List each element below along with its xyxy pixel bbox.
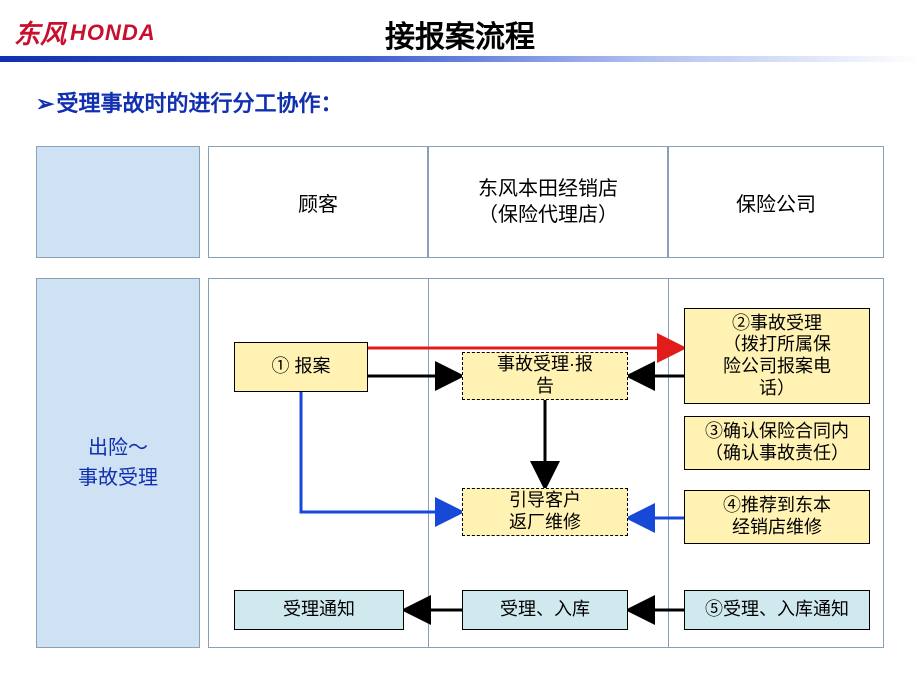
header-insurance-label: 保险公司 <box>736 188 816 217</box>
node-label: 事故受理·报 告 <box>497 354 593 397</box>
header-cell-dealer: 东风本田经销店 （保险代理店） <box>428 146 668 258</box>
node-label: 引导客户 返厂维修 <box>509 490 581 533</box>
node-label: ① 报案 <box>271 356 330 378</box>
section-heading: ➢受理事故时的进行分工协作： <box>36 86 342 118</box>
header-cell-customer: 顾客 <box>208 146 428 258</box>
flow-node-intake-notice: ⑤受理、入库通知 <box>684 590 870 630</box>
header-cell-insurance: 保险公司 <box>668 146 884 258</box>
chevron-right-icon: ➢ <box>36 91 54 116</box>
node-label: 受理、入库 <box>500 599 590 621</box>
flow-node-accept-report: 事故受理·报 告 <box>462 352 628 400</box>
flow-node-accept-notice: 受理通知 <box>234 590 404 630</box>
flow-node-recommend-dealer: ④推荐到东本 经销店维修 <box>684 490 870 544</box>
node-label: ③确认保险合同内 （确认事故责任） <box>705 421 849 464</box>
page-title: 接报案流程 <box>0 12 920 56</box>
flow-node-accept-intake: 受理、入库 <box>462 590 628 630</box>
header-customer-label: 顾客 <box>298 188 338 217</box>
header-cell-phase-blank <box>36 146 200 258</box>
flow-node-confirm-contract: ③确认保险合同内 （确认事故责任） <box>684 416 870 470</box>
phase-label: 出险～ 事故受理 <box>78 433 158 493</box>
flow-node-report: ① 报案 <box>234 342 368 392</box>
flow-node-guide-repair: 引导客户 返厂维修 <box>462 488 628 536</box>
node-label: ⑤受理、入库通知 <box>705 599 849 621</box>
flow-node-accept-accident: ②事故受理 （拨打所属保 险公司报案电 话） <box>684 308 870 404</box>
node-label: ④推荐到东本 经销店维修 <box>723 495 831 538</box>
section-text: 受理事故时的进行分工协作： <box>56 91 342 116</box>
node-label: ②事故受理 （拨打所属保 险公司报案电 话） <box>723 313 831 399</box>
node-label: 受理通知 <box>283 599 355 621</box>
column-divider-2 <box>668 278 669 648</box>
header-dealer-label: 东风本田经销店 （保险代理店） <box>478 176 618 228</box>
title-underline <box>0 56 920 62</box>
column-divider-1 <box>428 278 429 648</box>
phase-label-cell: 出险～ 事故受理 <box>36 278 200 648</box>
